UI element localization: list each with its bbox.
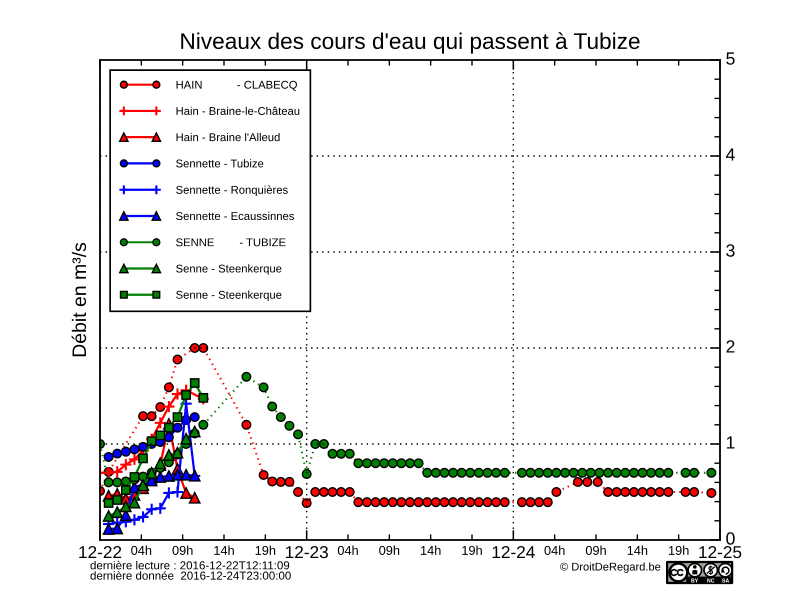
svg-text:NC: NC — [707, 578, 715, 584]
svg-text:BY: BY — [691, 578, 699, 584]
svg-text:SA: SA — [722, 578, 729, 584]
